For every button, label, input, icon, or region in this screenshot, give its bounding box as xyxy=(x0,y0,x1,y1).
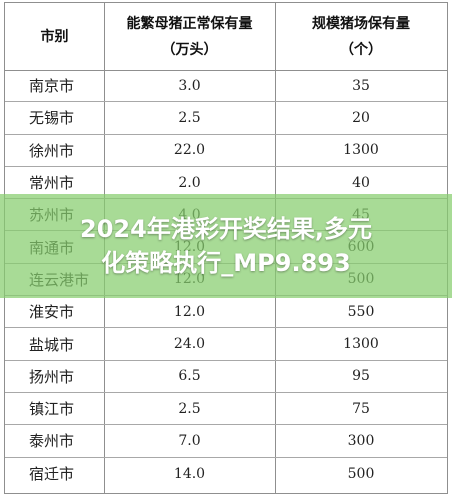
farms-cell: 1300 xyxy=(343,142,379,159)
city-cell: 镇江市 xyxy=(29,400,75,419)
city-cell: 南京市 xyxy=(29,77,75,96)
farms-cell: 75 xyxy=(352,400,370,417)
farms-cell: 95 xyxy=(352,368,370,385)
city-cell: 扬州市 xyxy=(29,367,75,386)
farms-cell: 500 xyxy=(347,465,375,482)
city-cell: 淮安市 xyxy=(29,303,75,322)
farms-cell: 40 xyxy=(352,174,370,191)
sows-cell: 12.0 xyxy=(173,303,206,320)
city-cell: 无锡市 xyxy=(29,109,75,128)
table-row: 扬州市 6.5 95 xyxy=(5,361,447,393)
watermark-line-1: 2024年港彩开奖结果,多元 xyxy=(80,215,372,243)
header-farms-label: 规模猪场保有量 xyxy=(312,15,410,32)
sows-cell: 3.0 xyxy=(178,77,201,94)
header-farms: 规模猪场保有量 （个） xyxy=(275,3,447,70)
city-cell: 宿迁市 xyxy=(29,465,75,484)
sows-cell: 2.5 xyxy=(178,400,201,417)
header-sows-unit: （万头） xyxy=(161,41,218,58)
sows-cell: 22.0 xyxy=(173,142,206,159)
table-row: 宿迁市 14.0 500 xyxy=(5,458,447,490)
table-header: 市别 能繁母猪正常保有量 （万头） 规模猪场保有量 （个） xyxy=(5,3,447,71)
table-row: 无锡市 2.5 20 xyxy=(5,102,447,135)
city-cell: 泰州市 xyxy=(29,432,75,451)
table-row: 徐州市 22.0 1300 xyxy=(5,135,447,167)
watermark-banner: 2024年港彩开奖结果,多元 化策略执行_MP9.893 xyxy=(0,194,452,298)
sows-cell: 2.0 xyxy=(178,174,201,191)
farms-cell: 1300 xyxy=(343,336,379,353)
watermark-line-2: 化策略执行_MP9.893 xyxy=(101,249,351,277)
header-city: 市别 xyxy=(5,3,104,70)
table-row: 淮安市 12.0 550 xyxy=(5,296,447,329)
farms-cell: 300 xyxy=(347,432,375,449)
sows-cell: 2.5 xyxy=(178,109,201,126)
header-farms-unit: （个） xyxy=(340,41,382,58)
header-sows-label: 能繁母猪正常保有量 xyxy=(126,15,253,32)
city-cell: 常州市 xyxy=(29,174,75,193)
sows-cell: 14.0 xyxy=(173,465,206,482)
table-row: 镇江市 2.5 75 xyxy=(5,393,447,426)
table-row: 泰州市 7.0 300 xyxy=(5,425,447,458)
sows-cell: 24.0 xyxy=(173,336,206,353)
sows-cell: 7.0 xyxy=(178,432,201,449)
sows-cell: 6.5 xyxy=(178,368,201,385)
city-cell: 盐城市 xyxy=(29,335,75,354)
header-city-label: 市别 xyxy=(40,28,69,45)
farms-cell: 35 xyxy=(352,77,370,94)
farms-cell: 20 xyxy=(352,109,370,126)
farms-cell: 550 xyxy=(347,303,375,320)
city-cell: 徐州市 xyxy=(29,141,75,160)
header-sows: 能繁母猪正常保有量 （万头） xyxy=(104,3,275,70)
table-row: 盐城市 24.0 1300 xyxy=(5,328,447,361)
table-row: 南京市 3.0 35 xyxy=(5,70,447,103)
